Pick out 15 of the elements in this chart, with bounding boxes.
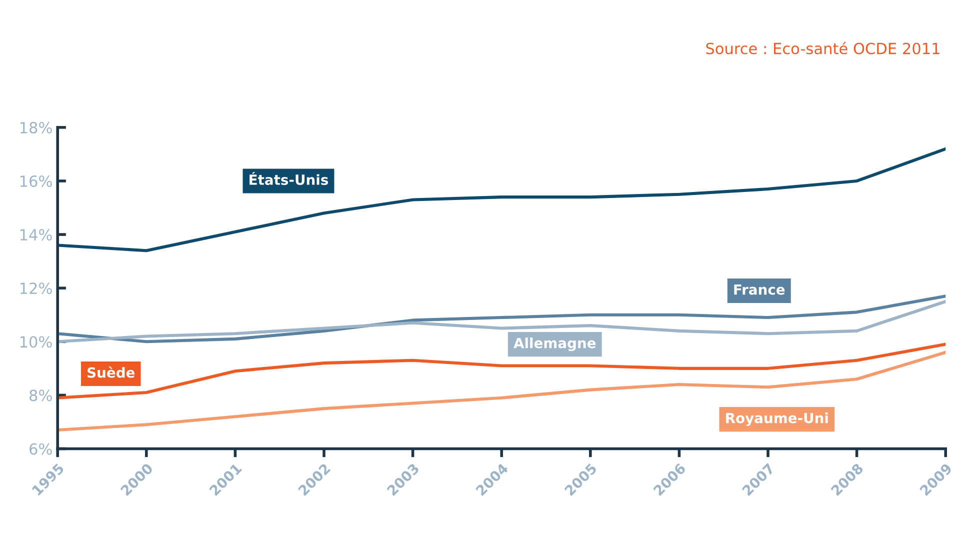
y-tick-label: 14% (20, 228, 52, 241)
series-label: États-Unis (250, 172, 328, 186)
series-label: Allemagne (514, 338, 596, 352)
series-label: Royaume-Uni (726, 412, 828, 426)
series-label: Suède (88, 366, 135, 378)
y-tick-label: 18% (20, 122, 52, 134)
series-label: France (734, 284, 785, 295)
y-tick-label: 10% (20, 336, 52, 348)
y-tick-label: 8% (30, 390, 52, 402)
y-tick-label: 6% (30, 443, 52, 455)
source-note: Source : Eco-santé OCDE 2011 (706, 42, 940, 54)
y-tick-label: 12% (20, 282, 52, 294)
y-tick-label: 16% (20, 175, 52, 187)
line-series (58, 350, 946, 432)
line-series (58, 147, 946, 252)
